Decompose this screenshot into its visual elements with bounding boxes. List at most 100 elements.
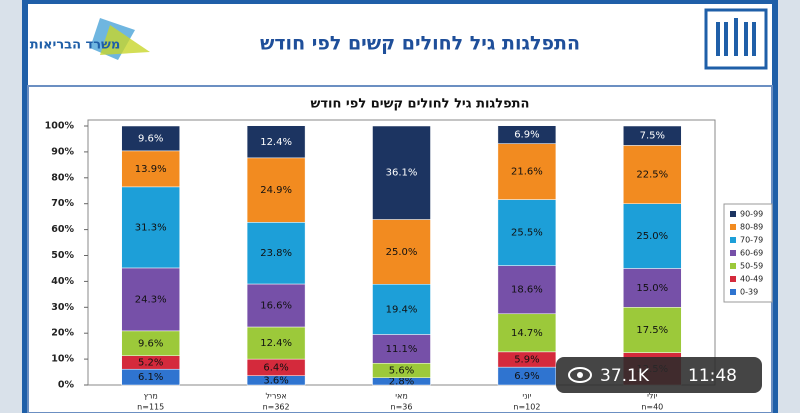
bar-segment [121,267,180,332]
x-tick-sublabel: n=362 [263,403,290,412]
bar-segment [497,265,557,315]
data-label: 12.4% [260,338,292,349]
data-label: 13.9% [135,164,167,175]
data-label: 25.5% [511,228,543,239]
data-label: 24.3% [135,294,167,305]
data-label: 5.2% [138,357,163,368]
y-tick-label: 100% [45,121,75,132]
legend-swatch [730,237,736,243]
data-label: 15.0% [636,283,668,294]
bar-segment [121,125,180,152]
data-label: 22.5% [636,170,668,181]
bar-segment [246,222,306,285]
bar-segment [497,313,557,353]
bar-segment [623,307,682,353]
bar-segment [246,326,306,360]
data-label: 18.6% [511,285,543,296]
bar-segment [623,268,682,308]
x-tick-label: יולי [647,392,658,401]
bar-segment [623,203,682,269]
data-label: 2.8% [389,376,414,387]
bar-segment [623,145,682,204]
y-tick-label: 60% [51,224,74,235]
legend-label: 40-49 [740,275,763,284]
bar-segment [121,150,180,188]
y-tick-label: 50% [51,250,74,261]
data-label: 17.5% [636,325,668,336]
data-label: 6.4% [263,362,288,373]
data-label: 25.0% [386,247,418,258]
data-label: 6.9% [514,371,539,382]
y-tick-label: 80% [51,172,74,183]
x-tick-sublabel: n=40 [641,403,663,412]
overlay-box [556,357,762,393]
bar-segment [623,125,682,146]
logo-shape [100,25,150,55]
y-tick-label: 40% [51,276,74,287]
bar-segment [246,283,306,328]
data-label: 12.4% [260,137,292,148]
legend-label: 80-89 [740,223,763,232]
y-tick-label: 10% [51,354,74,365]
legend-label: 70-79 [740,236,763,245]
legend-swatch [730,224,736,230]
emblem-menorah [716,18,756,56]
bar-segment [246,125,306,159]
eye-icon [568,367,592,383]
data-label: 19.4% [386,304,418,315]
bar-segment [497,199,557,266]
bar-segment [121,330,180,356]
data-label: 36.1% [386,168,418,179]
legend-swatch [730,250,736,256]
time: 11:48 [688,366,737,386]
legend-swatch [730,263,736,269]
y-tick-label: 30% [51,302,74,313]
data-label: 25.0% [636,231,668,242]
bar-segment [497,125,557,144]
legend-label: 0-39 [740,288,758,297]
legend-label: 50-59 [740,262,763,271]
data-label: 23.8% [260,248,292,259]
x-tick-label: מאי [395,392,408,401]
x-tick-sublabel: n=36 [391,403,413,412]
data-label: 31.3% [135,222,167,233]
y-tick-label: 20% [51,328,74,339]
data-label: 6.1% [138,372,163,383]
bar-segment [497,143,557,200]
legend-swatch [730,276,736,282]
bar-segment [372,125,431,220]
data-label: 5.9% [514,354,539,365]
y-tick-label: 0% [58,380,75,391]
chart-title: התפלגות גיל לחולים קשים לפי חודש [311,97,530,112]
data-label: 24.9% [260,185,292,196]
data-label: 14.7% [511,328,543,339]
slide-title: התפלגות גיל לחולים קשים לפי חודש [260,33,580,55]
x-tick-sublabel: n=115 [137,403,164,412]
data-label: 9.6% [138,133,163,144]
x-tick-sublabel: n=102 [513,403,540,412]
data-label: 7.5% [640,131,665,142]
eye-icon [577,372,583,378]
logo-text: משרד הבריאות [30,38,121,53]
x-tick-label: יוני [522,392,531,401]
legend-label: 60-69 [740,249,763,258]
bar-segment [121,186,180,269]
y-tick-label: 70% [51,198,74,209]
data-label: 5.6% [389,365,414,376]
bar-segment [372,219,431,285]
data-label: 3.6% [263,375,288,386]
data-label: 16.6% [260,300,292,311]
legend-label: 90-99 [740,210,763,219]
legend-swatch [730,211,736,217]
x-tick-label: אפריל [265,392,286,401]
bar-segment [372,283,431,335]
bar-segment [372,334,431,364]
views: 37.1K [600,366,650,386]
data-label: 11.1% [386,344,418,355]
y-tick-label: 90% [51,146,74,157]
legend-swatch [730,289,736,295]
header-bg [28,4,772,86]
data-label: 21.6% [511,167,543,178]
data-label: 9.6% [138,338,163,349]
